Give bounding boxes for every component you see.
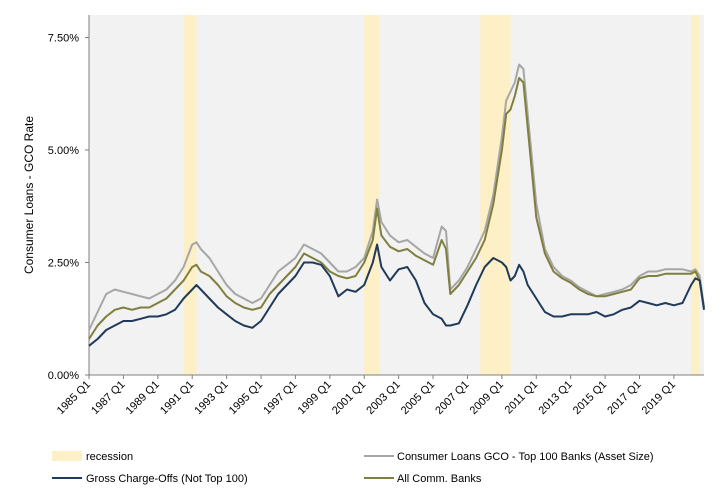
x-tick-label: 1987 Q1 bbox=[89, 379, 127, 417]
x-tick-label: 2015 Q1 bbox=[571, 379, 609, 417]
series-lines bbox=[88, 63, 705, 347]
series-line-top100 bbox=[88, 63, 705, 331]
x-tick-label: 2011 Q1 bbox=[503, 379, 541, 417]
x-tick-label: 2009 Q1 bbox=[468, 379, 506, 417]
y-tick-label: 5.00% bbox=[48, 145, 79, 157]
x-tick-label: 2003 Q1 bbox=[364, 379, 402, 417]
recession-band-1 bbox=[183, 15, 197, 375]
recession-band-4 bbox=[691, 15, 700, 375]
legend-label-top100: Consumer Loans GCO - Top 100 Banks (Asse… bbox=[397, 451, 654, 463]
plot-area bbox=[89, 15, 704, 375]
x-tick-label: 1989 Q1 bbox=[124, 379, 162, 417]
x-tick-label: 1985 Q1 bbox=[55, 379, 93, 417]
x-tick-label: 1993 Q1 bbox=[192, 379, 230, 417]
recession-band-2 bbox=[364, 15, 380, 375]
legend-label-all-banks: All Comm. Banks bbox=[397, 473, 482, 485]
y-axis-title: Consumer Loans - GCO Rate bbox=[22, 116, 36, 274]
legend-label-recession: recession bbox=[86, 451, 133, 463]
legend-label-not-top100: Gross Charge-Offs (Not Top 100) bbox=[86, 473, 248, 485]
x-tick-label: 2019 Q1 bbox=[640, 379, 678, 417]
x-tick-label: 1999 Q1 bbox=[296, 379, 334, 417]
x-tick-label: 2013 Q1 bbox=[536, 379, 574, 417]
legend: recession Consumer Loans GCO - Top 100 B… bbox=[52, 451, 654, 485]
axes bbox=[85, 15, 704, 379]
y-tick-labels: 0.00% 2.50% 5.00% 7.50% bbox=[48, 33, 79, 383]
y-tick-label: 7.50% bbox=[48, 33, 79, 45]
x-tick-label: 2005 Q1 bbox=[399, 379, 437, 417]
x-tick-label: 1995 Q1 bbox=[227, 379, 265, 417]
legend-swatch-recession bbox=[52, 451, 82, 461]
x-tick-label: 1991 Q1 bbox=[158, 379, 196, 417]
recession-bands bbox=[183, 15, 700, 375]
series-line-not-top100 bbox=[88, 243, 705, 347]
y-tick-label: 2.50% bbox=[48, 258, 79, 270]
series-line-all-banks bbox=[88, 77, 705, 340]
x-tick-label: 2017 Q1 bbox=[605, 379, 643, 417]
x-tick-label: 2001 Q1 bbox=[330, 379, 368, 417]
x-tick-label: 2007 Q1 bbox=[433, 379, 471, 417]
x-tick-label: 1997 Q1 bbox=[261, 379, 299, 417]
y-tick-label: 0.00% bbox=[48, 370, 79, 382]
